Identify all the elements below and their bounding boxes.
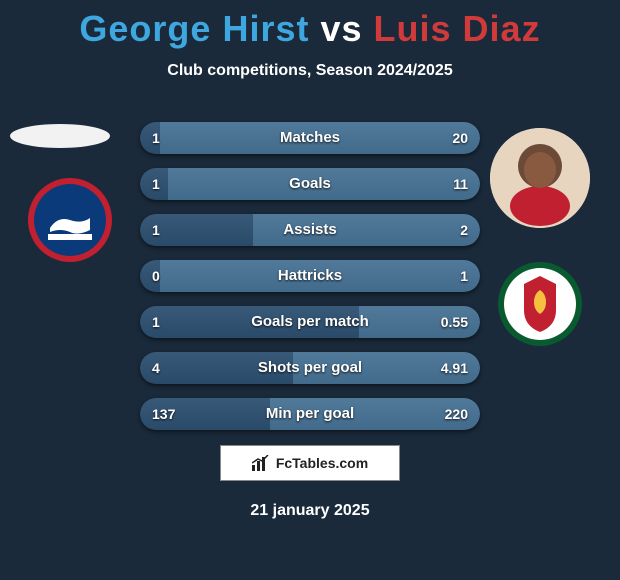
stat-value-left: 137 — [140, 398, 187, 430]
chart-icon — [252, 455, 270, 471]
stat-row: Shots per goal44.91 — [140, 352, 480, 384]
stat-value-left: 0 — [140, 260, 172, 292]
stat-row: Matches1 20 — [140, 122, 480, 154]
stat-label: Matches — [140, 122, 480, 154]
club-right-badge — [498, 262, 582, 346]
subtitle: Club competitions, Season 2024/2025 — [0, 62, 620, 80]
club-left-badge — [28, 178, 112, 262]
stat-value-right: 4.91 — [429, 352, 480, 384]
stat-value-right: 0.55 — [429, 306, 480, 338]
stat-label: Hattricks — [140, 260, 480, 292]
stat-value-right: 2 — [448, 214, 480, 246]
watermark-text: FcTables.com — [276, 455, 368, 471]
stat-value-left: 1 — [140, 168, 172, 200]
player-right-name: Luis Diaz — [374, 8, 541, 49]
stat-label: Goals — [140, 168, 480, 200]
stat-value-right: 20 — [440, 122, 480, 154]
date-text: 21 january 2025 — [0, 502, 620, 520]
player-left-name: George Hirst — [79, 8, 309, 49]
comparison-title: George Hirst vs Luis Diaz — [0, 0, 620, 50]
stat-row: Min per goal137 220 — [140, 398, 480, 430]
player-left-avatar — [10, 124, 110, 148]
stat-value-left: 1 — [140, 306, 172, 338]
stat-value-right: 220 — [433, 398, 480, 430]
comparison-bars: Matches120Goals111Assists12Hattricks01Go… — [140, 122, 480, 444]
stat-value-left: 4 — [140, 352, 172, 384]
stat-label: Assists — [140, 214, 480, 246]
stat-value-left: 1 — [140, 214, 172, 246]
vs-text: vs — [320, 8, 362, 49]
stat-label: Min per goal — [140, 398, 480, 430]
stat-row: Hattricks0 1 — [140, 260, 480, 292]
stat-row: Goals per match10.55 — [140, 306, 480, 338]
stat-row: Goals111 — [140, 168, 480, 200]
stat-row: Assists1 2 — [140, 214, 480, 246]
watermark: FcTables.com — [220, 445, 400, 481]
stat-value-right: 1 — [448, 260, 480, 292]
player-right-avatar — [490, 128, 590, 228]
stat-value-right: 11 — [441, 168, 480, 200]
stat-value-left: 1 — [140, 122, 172, 154]
